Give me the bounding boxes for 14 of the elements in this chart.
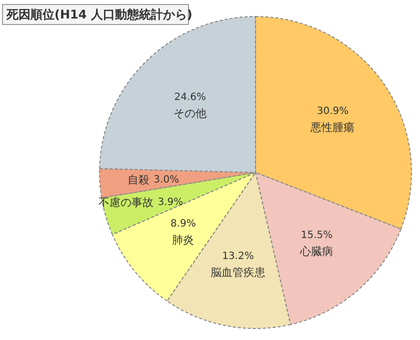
data-label: 30.9% (316, 106, 349, 118)
slice-label: 悪性腫瘍 (310, 121, 355, 134)
data-label: 24.6% (174, 92, 206, 103)
slice-label: 心臓病 (299, 244, 334, 258)
chart-title: 死因順位(H14 人口動態統計から) (6, 8, 192, 22)
data-label: 15.5% (300, 230, 333, 241)
data-label: 13.2% (222, 250, 254, 262)
data-label: 3.0% (154, 174, 180, 186)
data-label: 3.9% (158, 196, 184, 208)
slice-label: 肺炎 (172, 233, 194, 246)
data-label: 8.9% (170, 218, 196, 230)
slice-label: 脳血管疾患 (210, 266, 266, 279)
slice-label: その他 (174, 106, 207, 120)
slice-label: 自殺 (128, 173, 150, 186)
